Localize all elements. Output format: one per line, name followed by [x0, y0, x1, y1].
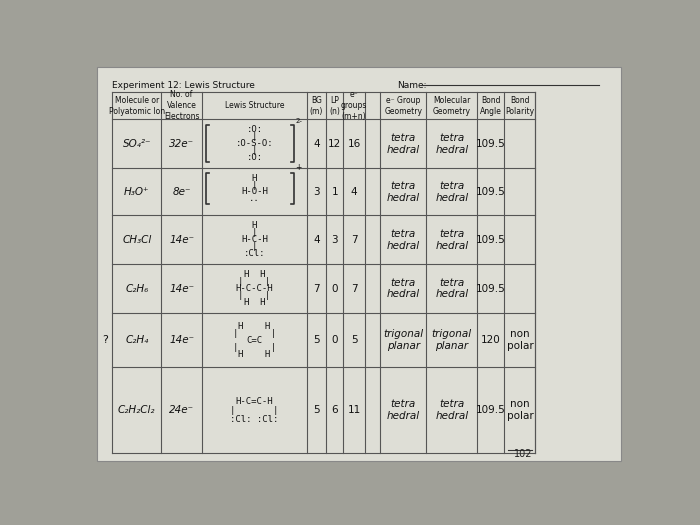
Text: BG
(m): BG (m) [310, 96, 323, 116]
Text: SO₄²⁻: SO₄²⁻ [122, 139, 151, 149]
Text: H: H [252, 174, 257, 183]
Text: 5: 5 [313, 405, 320, 415]
Text: 109.5: 109.5 [476, 187, 506, 197]
Text: Lewis Structure: Lewis Structure [225, 101, 284, 110]
Text: No. of
Valence
Electrons: No. of Valence Electrons [164, 90, 200, 121]
Text: Bond
Polarity: Bond Polarity [505, 96, 535, 116]
Text: C=C: C=C [246, 335, 262, 345]
Text: |       |: | | [230, 406, 279, 415]
Text: trigonal
planar: trigonal planar [432, 329, 472, 351]
Text: Experiment 12: Lewis Structure: Experiment 12: Lewis Structure [112, 81, 256, 90]
Text: Bond
Angle: Bond Angle [480, 96, 502, 116]
Text: non
polar: non polar [507, 400, 533, 421]
Text: 16: 16 [347, 139, 360, 149]
Text: 5: 5 [351, 335, 358, 345]
Text: :O:: :O: [246, 125, 262, 134]
Text: 6: 6 [331, 405, 338, 415]
Text: 0: 0 [332, 284, 338, 293]
Text: |: | [252, 146, 257, 155]
Text: |      |: | | [233, 329, 276, 338]
Text: 8e⁻: 8e⁻ [172, 187, 191, 197]
Text: C₂H₂Cl₂: C₂H₂Cl₂ [118, 405, 155, 415]
Text: tetra
hedral: tetra hedral [435, 181, 468, 203]
Text: 11: 11 [347, 405, 360, 415]
Text: 3: 3 [331, 235, 338, 245]
Text: H: H [252, 222, 257, 230]
Text: tetra
hedral: tetra hedral [386, 181, 420, 203]
Text: 3: 3 [313, 187, 320, 197]
Text: 2-: 2- [295, 118, 302, 124]
Text: 14e⁻: 14e⁻ [169, 284, 194, 293]
Text: H-O-H: H-O-H [241, 187, 268, 196]
Text: 109.5: 109.5 [476, 284, 506, 293]
Text: H    H: H H [239, 350, 271, 359]
Text: non
polar: non polar [507, 329, 533, 351]
Text: 0: 0 [332, 335, 338, 345]
Text: tetra
hedral: tetra hedral [386, 278, 420, 299]
Text: tetra
hedral: tetra hedral [435, 278, 468, 299]
Text: 109.5: 109.5 [476, 405, 506, 415]
Text: C₂H₆: C₂H₆ [125, 284, 148, 293]
Text: 12: 12 [328, 139, 342, 149]
Text: 1: 1 [331, 187, 338, 197]
Text: |    |: | | [239, 291, 271, 300]
Text: H-C-C-H: H-C-C-H [236, 284, 273, 293]
Text: trigonal
planar: trigonal planar [384, 329, 424, 351]
Text: 5: 5 [313, 335, 320, 345]
Text: H₃O⁺: H₃O⁺ [124, 187, 150, 197]
Text: e⁻
groups
(m+n): e⁻ groups (m+n) [341, 90, 368, 121]
Text: H-C-H: H-C-H [241, 235, 268, 244]
Text: |: | [252, 228, 257, 237]
Text: :Cl:: :Cl: [244, 249, 265, 258]
Text: |      |: | | [233, 343, 276, 352]
Text: |: | [252, 242, 257, 251]
Text: 120: 120 [481, 335, 500, 345]
Text: Name:: Name: [398, 81, 427, 90]
Text: tetra
hedral: tetra hedral [435, 133, 468, 155]
Text: 109.5: 109.5 [476, 139, 506, 149]
Text: 7: 7 [351, 284, 358, 293]
Text: |    |: | | [239, 277, 271, 286]
Text: Molecular
Geometry: Molecular Geometry [433, 96, 470, 116]
Text: 32e⁻: 32e⁻ [169, 139, 194, 149]
Text: H    H: H H [239, 322, 271, 331]
Text: e⁻ Group
Geometry: e⁻ Group Geometry [384, 96, 422, 116]
Text: :O-S-O:: :O-S-O: [236, 139, 273, 149]
Text: :O:: :O: [246, 153, 262, 162]
Text: CH₃Cl: CH₃Cl [122, 235, 151, 245]
Text: 7: 7 [351, 235, 358, 245]
Text: |: | [252, 181, 257, 190]
Text: 14e⁻: 14e⁻ [169, 235, 194, 245]
Text: H  H: H H [244, 270, 265, 279]
Text: Molecule or
Polyatomic Ion: Molecule or Polyatomic Ion [108, 96, 164, 116]
Text: 4: 4 [351, 187, 358, 197]
Text: tetra
hedral: tetra hedral [386, 400, 420, 421]
Text: ..: .. [249, 194, 260, 203]
Text: :Cl: :Cl:: :Cl: :Cl: [230, 415, 279, 424]
Text: 4: 4 [313, 235, 320, 245]
Text: 14e⁻: 14e⁻ [169, 335, 194, 345]
Text: +: + [295, 163, 302, 172]
Text: |: | [252, 132, 257, 141]
Text: tetra
hedral: tetra hedral [435, 229, 468, 250]
Text: 109.5: 109.5 [476, 235, 506, 245]
Text: 4: 4 [313, 139, 320, 149]
Text: H-C=C-H: H-C=C-H [236, 396, 273, 405]
Text: 7: 7 [313, 284, 320, 293]
Text: 102: 102 [514, 449, 533, 459]
Text: 24e⁻: 24e⁻ [169, 405, 194, 415]
Text: H  H: H H [244, 298, 265, 307]
Text: tetra
hedral: tetra hedral [435, 400, 468, 421]
Text: LP
(n): LP (n) [329, 96, 340, 116]
Text: tetra
hedral: tetra hedral [386, 229, 420, 250]
Text: tetra
hedral: tetra hedral [386, 133, 420, 155]
Text: C₂H₄: C₂H₄ [125, 335, 148, 345]
Text: ?: ? [102, 335, 108, 345]
